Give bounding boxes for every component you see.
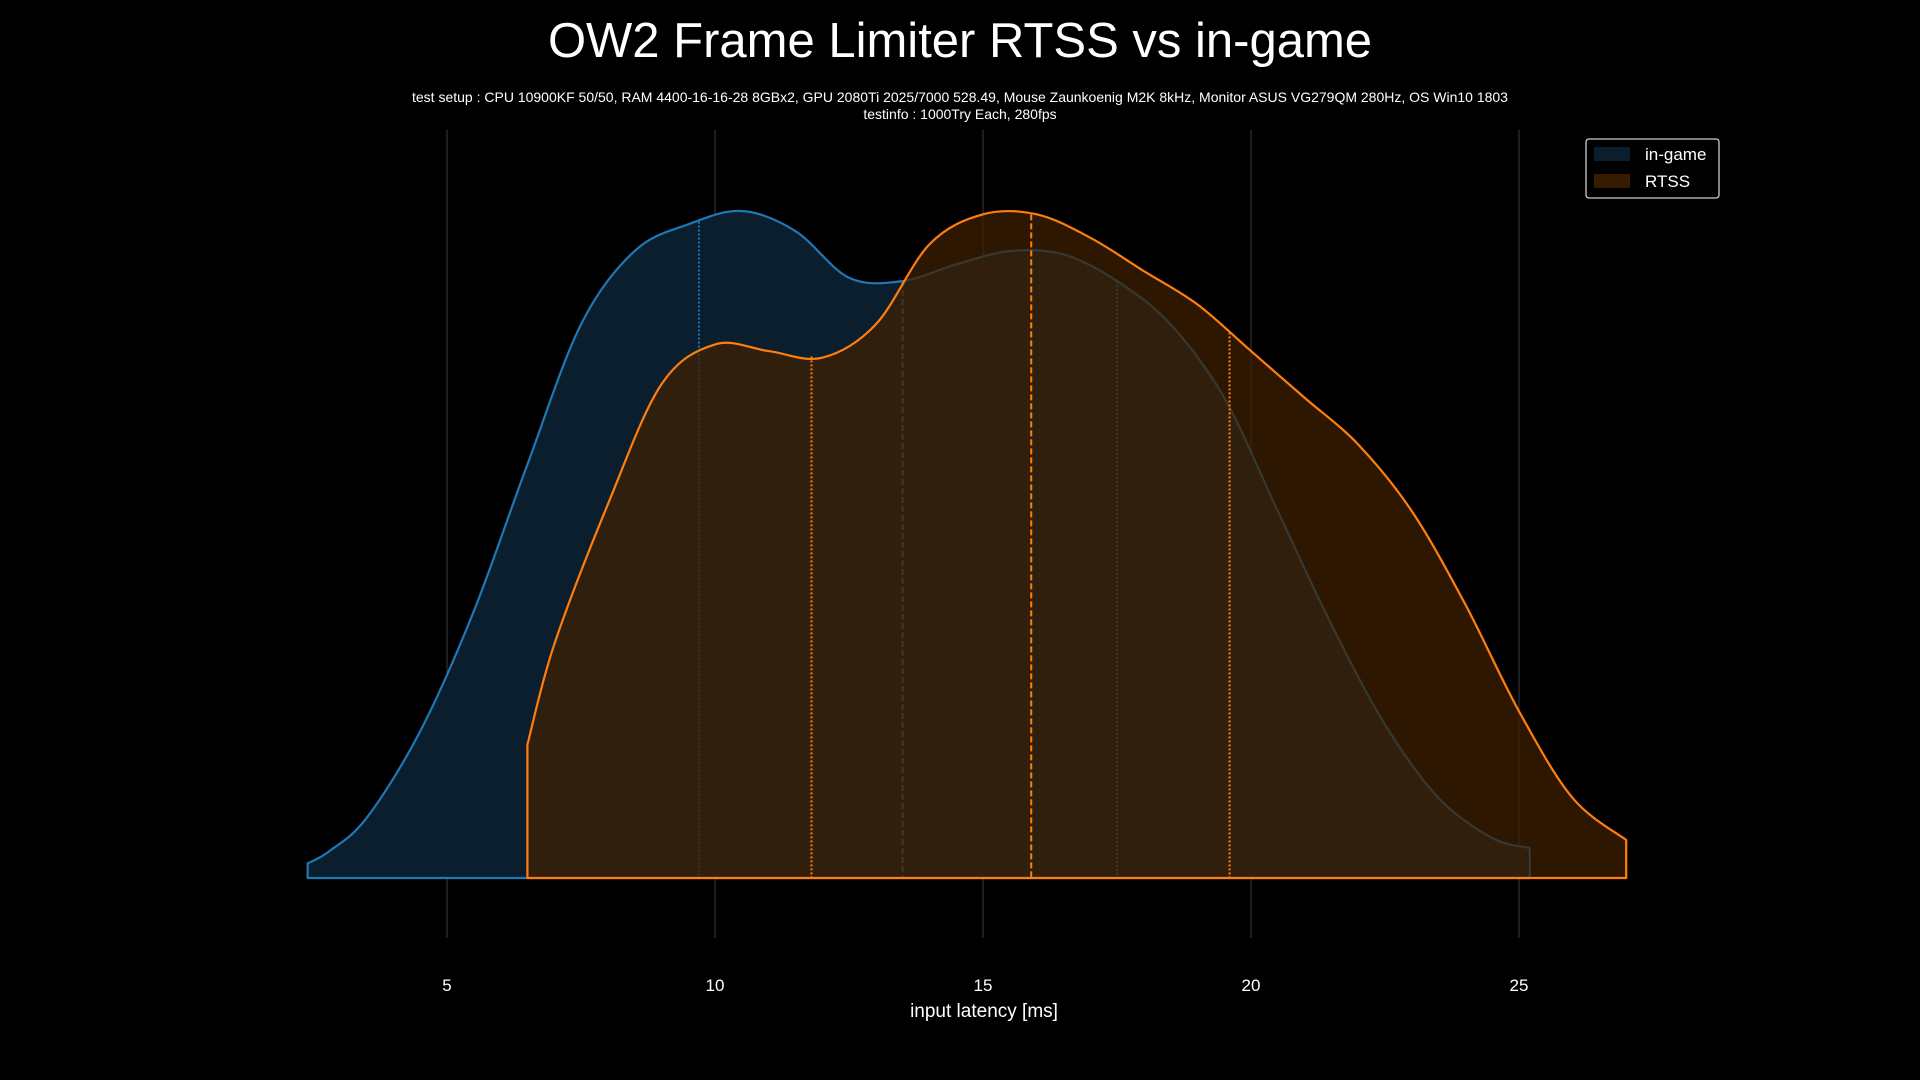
series-rtss (526, 209, 1628, 880)
legend: in-game RTSS (1585, 138, 1720, 199)
legend-label-in-game: in-game (1645, 145, 1706, 164)
x-tick-label-25: 25 (1510, 976, 1529, 995)
x-axis-label: input latency [ms] (910, 1001, 1058, 1022)
x-tick-label-20: 20 (1242, 976, 1261, 995)
series-layer (306, 209, 1628, 880)
x-tick-label-10: 10 (706, 976, 725, 995)
legend-swatch-in-game (1594, 147, 1630, 161)
chart-subtitle-line-1: test setup : CPU 10900KF 50/50, RAM 4400… (412, 89, 1508, 105)
x-tick-label-15: 15 (974, 976, 993, 995)
legend-swatch-rtss (1594, 174, 1630, 188)
chart-subtitle-line-2: testinfo : 1000Try Each, 280fps (863, 106, 1056, 122)
x-axis-ticks: 5 10 15 20 25 (442, 976, 1528, 995)
chart-title: OW2 Frame Limiter RTSS vs in-game (548, 14, 1372, 68)
density-area-rtss (526, 209, 1628, 880)
x-tick-label-5: 5 (442, 976, 451, 995)
legend-label-rtss: RTSS (1645, 172, 1690, 191)
